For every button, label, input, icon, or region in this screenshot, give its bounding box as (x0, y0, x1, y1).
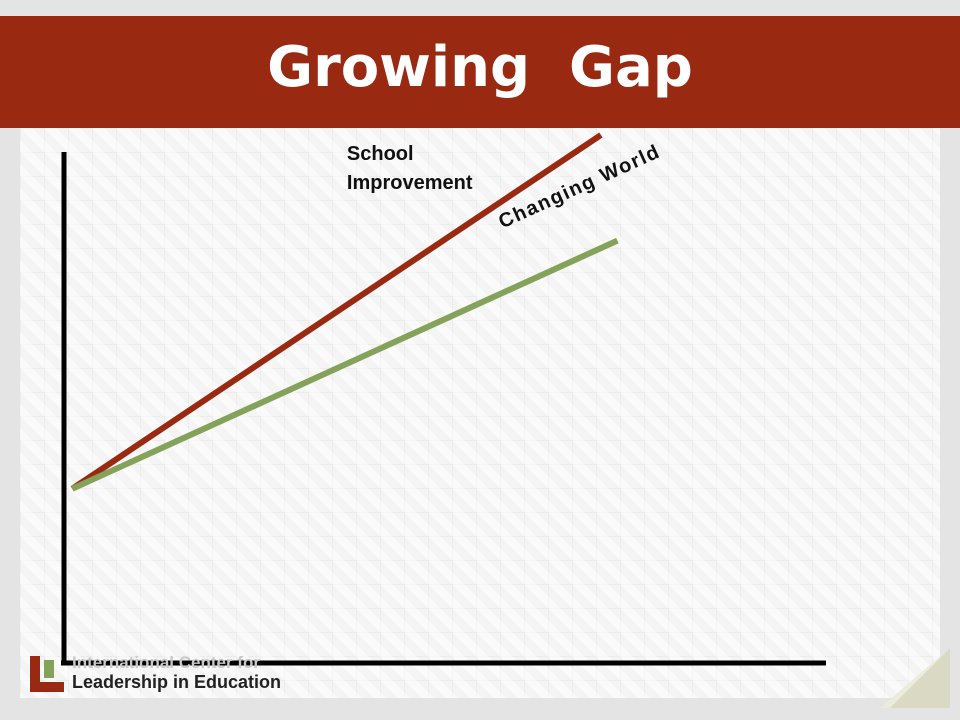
logo-text-line1: International Center for (72, 653, 260, 672)
series-label-school-improvement: School Improvement (347, 143, 473, 194)
icle-logo: International Center for Leadership in E… (30, 652, 330, 696)
series-line-changing-world (71, 237, 619, 492)
plot-area (20, 128, 940, 698)
page-curl-decoration (880, 648, 950, 708)
series-line-school-improvement (70, 132, 603, 492)
title-bar: Growing Gap (0, 16, 960, 128)
slide-title: Growing Gap (267, 34, 693, 100)
label-layer: School Improvement Changing World (347, 141, 664, 234)
series-layer (70, 132, 619, 492)
logo-mark-icon (30, 656, 64, 692)
logo-text-line2: Leadership in Education (72, 672, 282, 692)
